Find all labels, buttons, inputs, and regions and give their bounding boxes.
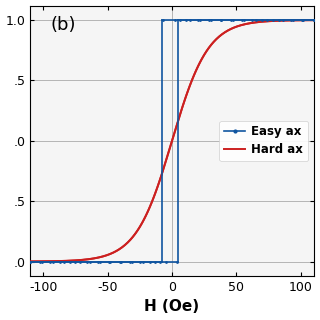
- Point: [98, 259, 103, 264]
- Point: [280, 18, 285, 23]
- Point: [198, 18, 203, 23]
- Point: [138, 259, 143, 264]
- Point: [300, 18, 305, 23]
- Point: [160, 18, 165, 23]
- Point: [219, 18, 224, 23]
- Point: [88, 259, 93, 264]
- Point: [288, 18, 293, 23]
- Point: [253, 18, 258, 23]
- Point: [291, 18, 296, 23]
- Point: [28, 259, 33, 264]
- Point: [108, 259, 113, 264]
- Point: [311, 18, 316, 23]
- Point: [265, 18, 270, 23]
- Point: [141, 259, 146, 264]
- Point: [96, 259, 101, 264]
- Point: [242, 18, 247, 23]
- Point: [148, 259, 153, 264]
- Point: [301, 18, 306, 23]
- Point: [208, 18, 213, 23]
- Point: [163, 259, 168, 264]
- Point: [50, 259, 55, 264]
- Point: [207, 18, 212, 23]
- X-axis label: H (Oe): H (Oe): [144, 300, 200, 315]
- Point: [84, 259, 89, 264]
- Point: [73, 259, 78, 264]
- Point: [48, 259, 53, 264]
- Point: [195, 18, 200, 23]
- Point: [118, 259, 123, 264]
- Point: [78, 259, 83, 264]
- Point: [39, 259, 44, 264]
- Point: [260, 18, 265, 23]
- Point: [129, 259, 134, 264]
- Point: [38, 259, 43, 264]
- Point: [311, 18, 316, 23]
- Point: [58, 259, 63, 264]
- Point: [230, 18, 235, 23]
- Text: (b): (b): [50, 16, 76, 34]
- Point: [158, 259, 163, 264]
- Legend: Easy ax, Hard ax: Easy ax, Hard ax: [220, 121, 308, 161]
- Point: [62, 259, 67, 264]
- Point: [229, 18, 234, 23]
- Point: [276, 18, 282, 23]
- Point: [68, 259, 73, 264]
- Point: [128, 259, 133, 264]
- Point: [175, 259, 180, 264]
- Point: [107, 259, 112, 264]
- Point: [118, 259, 123, 264]
- Point: [28, 259, 33, 264]
- Point: [249, 18, 254, 23]
- Point: [270, 18, 275, 23]
- Point: [239, 18, 244, 23]
- Point: [219, 18, 224, 23]
- Point: [188, 18, 193, 23]
- Point: [152, 259, 157, 264]
- Point: [172, 18, 177, 23]
- Point: [184, 18, 189, 23]
- Point: [177, 18, 182, 23]
